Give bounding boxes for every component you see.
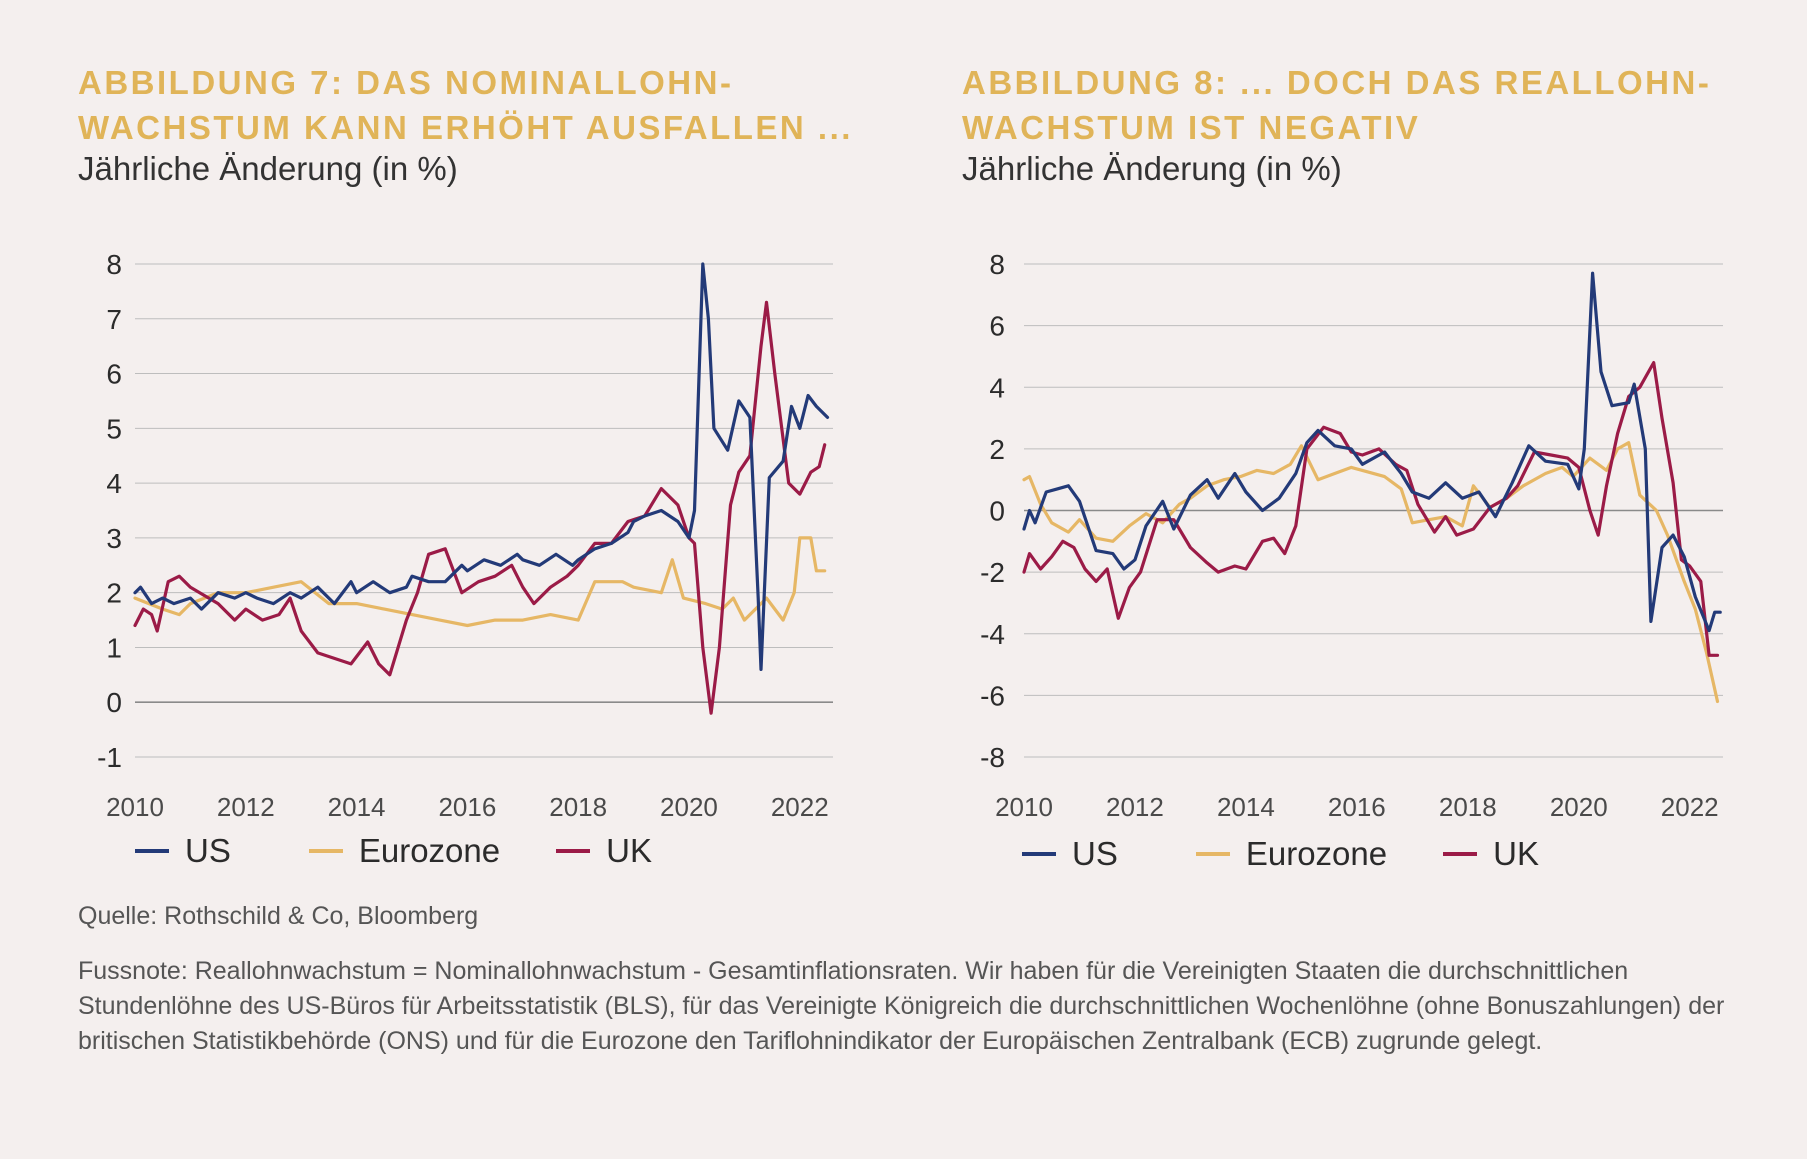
figure-8-legend: US Eurozone UK — [1022, 835, 1539, 873]
legend-item-us: US — [135, 832, 231, 870]
y-tick-label: -1 — [97, 742, 122, 773]
legend-label-uk: UK — [606, 832, 652, 869]
y-tick-label: 0 — [106, 687, 122, 718]
y-tick-label: 8 — [106, 249, 122, 280]
x-tick-label: 2018 — [1439, 792, 1497, 822]
x-tick-label: 2014 — [1217, 792, 1275, 822]
legend-swatch-eurozone — [1195, 852, 1230, 856]
legend-label-eurozone: Eurozone — [358, 832, 501, 869]
legend-label-us: US — [185, 832, 231, 869]
legend-swatch-uk — [556, 849, 591, 853]
series-line-uk — [1022, 361, 1720, 657]
nominal-wage-chart: 8 7 6 5 4 3 2 1 0 -1 2010 2012 2014 2016 2018 2020 2022 — [97, 249, 833, 822]
figure-8-title: ABBILDUNG 8: ... DOCH DAS REALLOHN-WACHS… — [962, 64, 1712, 146]
x-tick-label: 2022 — [771, 792, 829, 822]
legend-item-eurozone: Eurozone — [1195, 835, 1388, 873]
y-tick-label: -4 — [980, 619, 1005, 650]
figure-7-subtitle: Jährliche Änderung (in %) — [78, 150, 458, 187]
legend-item-uk: UK — [1443, 835, 1539, 873]
figure-7-title: ABBILDUNG 7: DAS NOMINALLOHN-WACHSTUM KA… — [78, 64, 853, 146]
footnote: Fussnote: Reallohnwachstum = Nominallohn… — [78, 957, 1725, 1055]
figure-7-legend: US Eurozone UK — [135, 832, 652, 870]
x-tick-label: 2022 — [1661, 792, 1719, 822]
y-tick-label: 3 — [106, 523, 122, 554]
y-tick-label: 4 — [106, 468, 122, 499]
legend-label-eurozone: Eurozone — [1245, 835, 1388, 872]
legend-swatch-uk — [1443, 852, 1478, 856]
series-line-eurozone — [1022, 441, 1720, 704]
y-tick-label: 0 — [989, 496, 1005, 527]
legend-item-uk: UK — [556, 832, 652, 870]
series-line-us — [133, 262, 830, 671]
legend-label-uk: UK — [1493, 835, 1539, 872]
x-tick-label: 2016 — [438, 792, 496, 822]
series-line-us — [1022, 271, 1722, 633]
legend-swatch-eurozone — [308, 849, 343, 853]
legend-swatch-us — [135, 849, 169, 853]
y-tick-label: 5 — [106, 413, 122, 444]
x-tick-label: 2012 — [217, 792, 275, 822]
y-tick-label: 7 — [106, 304, 122, 335]
figure-8-subtitle: Jährliche Änderung (in %) — [962, 150, 1342, 187]
y-tick-label: 4 — [989, 372, 1005, 403]
x-tick-label: 2020 — [660, 792, 718, 822]
x-tick-label: 2020 — [1550, 792, 1608, 822]
y-tick-label: 2 — [989, 434, 1005, 465]
y-tick-label: 1 — [106, 632, 122, 663]
series-line-uk — [133, 300, 827, 715]
legend-item-eurozone: Eurozone — [308, 832, 501, 870]
series-line-eurozone — [133, 536, 827, 628]
legend-item-us: US — [1022, 835, 1118, 873]
x-tick-label: 2010 — [995, 792, 1053, 822]
y-tick-label: -6 — [980, 680, 1005, 711]
y-tick-label: 6 — [989, 311, 1005, 342]
y-tick-label: 6 — [106, 359, 122, 390]
y-tick-label: 8 — [989, 249, 1005, 280]
real-wage-chart: 8 6 4 2 0 -2 -4 -6 -8 2010 2012 2014 2016 2018 2020 202… — [980, 249, 1723, 822]
x-tick-label: 2012 — [1106, 792, 1164, 822]
legend-swatch-us — [1022, 852, 1056, 856]
x-tick-label: 2018 — [549, 792, 607, 822]
x-tick-label: 2016 — [1328, 792, 1386, 822]
x-tick-label: 2010 — [106, 792, 164, 822]
source-note: Quelle: Rothschild & Co, Bloomberg — [78, 902, 479, 930]
legend-label-us: US — [1072, 835, 1118, 872]
y-tick-label: -8 — [980, 742, 1005, 773]
y-tick-label: -2 — [980, 557, 1005, 588]
x-tick-label: 2014 — [328, 792, 386, 822]
y-tick-label: 2 — [106, 578, 122, 609]
